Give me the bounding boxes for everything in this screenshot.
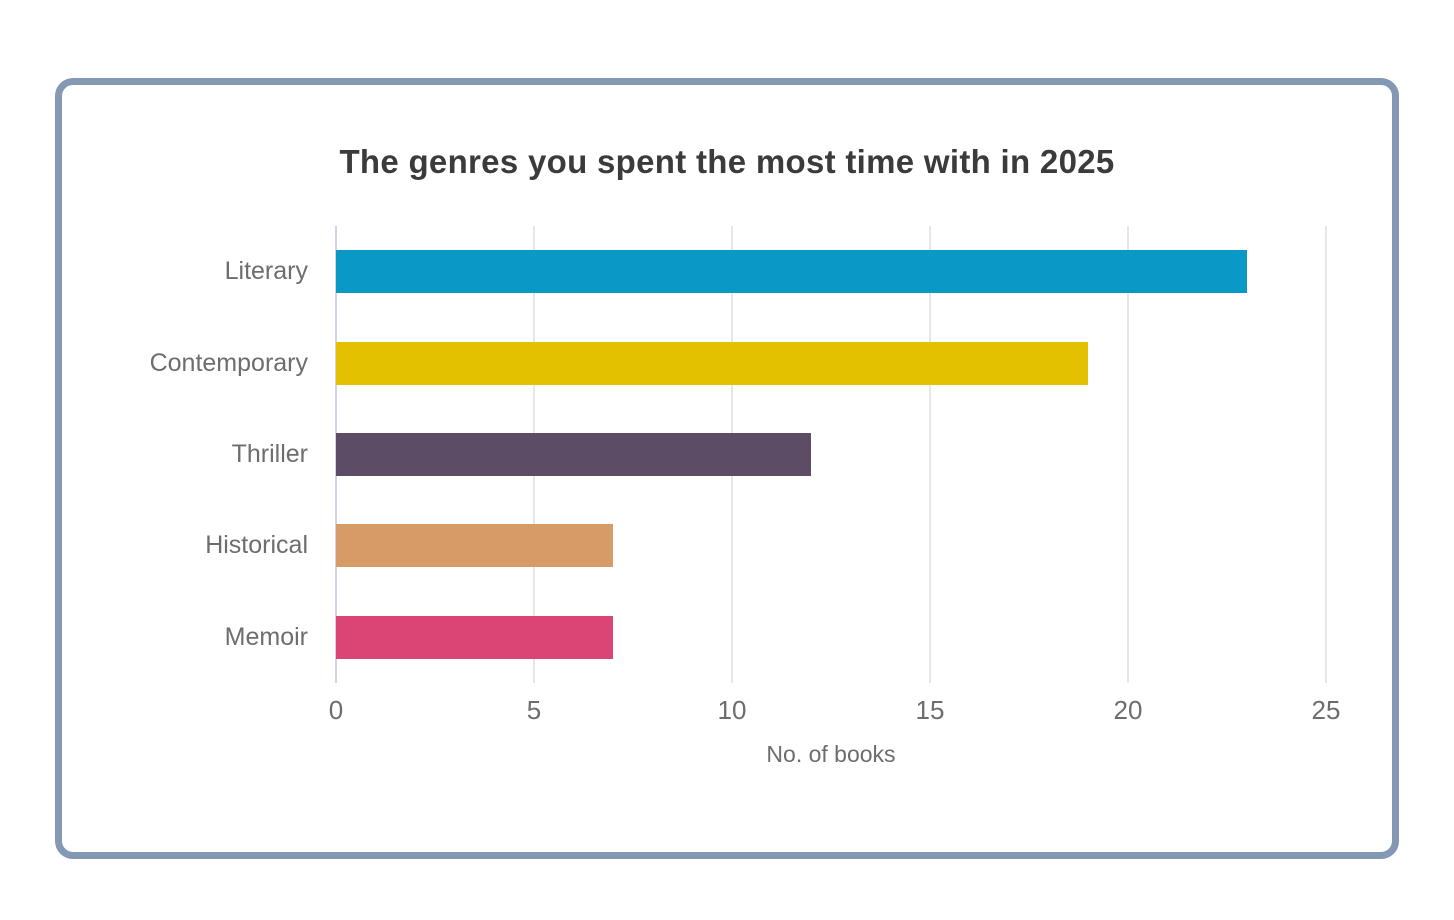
bar-literary — [336, 250, 1247, 294]
xtick-label-25: 25 — [1311, 695, 1341, 725]
xtick-label-15: 15 — [915, 695, 945, 725]
xtick-label-0: 0 — [328, 695, 344, 725]
xtick-label-10: 10 — [717, 695, 747, 725]
category-label-historical: Historical — [205, 531, 308, 560]
y-axis-labels: Literary Contemporary Thriller Historical Me… — [58, 226, 308, 683]
gridline-20 — [1127, 226, 1129, 683]
category-label-literary: Literary — [224, 257, 308, 286]
gridline-15 — [929, 226, 931, 683]
x-axis-title: No. of books — [766, 741, 896, 767]
chart-card: The genres you spent the most time with … — [55, 78, 1399, 859]
bar-memoir — [336, 615, 614, 659]
category-label-thriller: Thriller — [231, 439, 308, 468]
bar-thriller — [336, 433, 812, 476]
category-label-memoir: Memoir — [224, 622, 308, 651]
category-label-contemporary: Contemporary — [149, 348, 308, 377]
genres-bar-chart: Literary Contemporary Thriller Historical Me… — [150, 226, 1340, 767]
x-axis-tick-labels: 0 5 10 15 20 25 — [329, 683, 1341, 729]
bar-historical — [336, 524, 614, 568]
bar-contemporary — [336, 341, 1089, 385]
chart-title: The genres you spent the most time with … — [339, 143, 1115, 180]
xtick-label-5: 5 — [526, 695, 542, 725]
xtick-label-20: 20 — [1113, 695, 1143, 725]
gridline-25 — [1325, 226, 1327, 683]
